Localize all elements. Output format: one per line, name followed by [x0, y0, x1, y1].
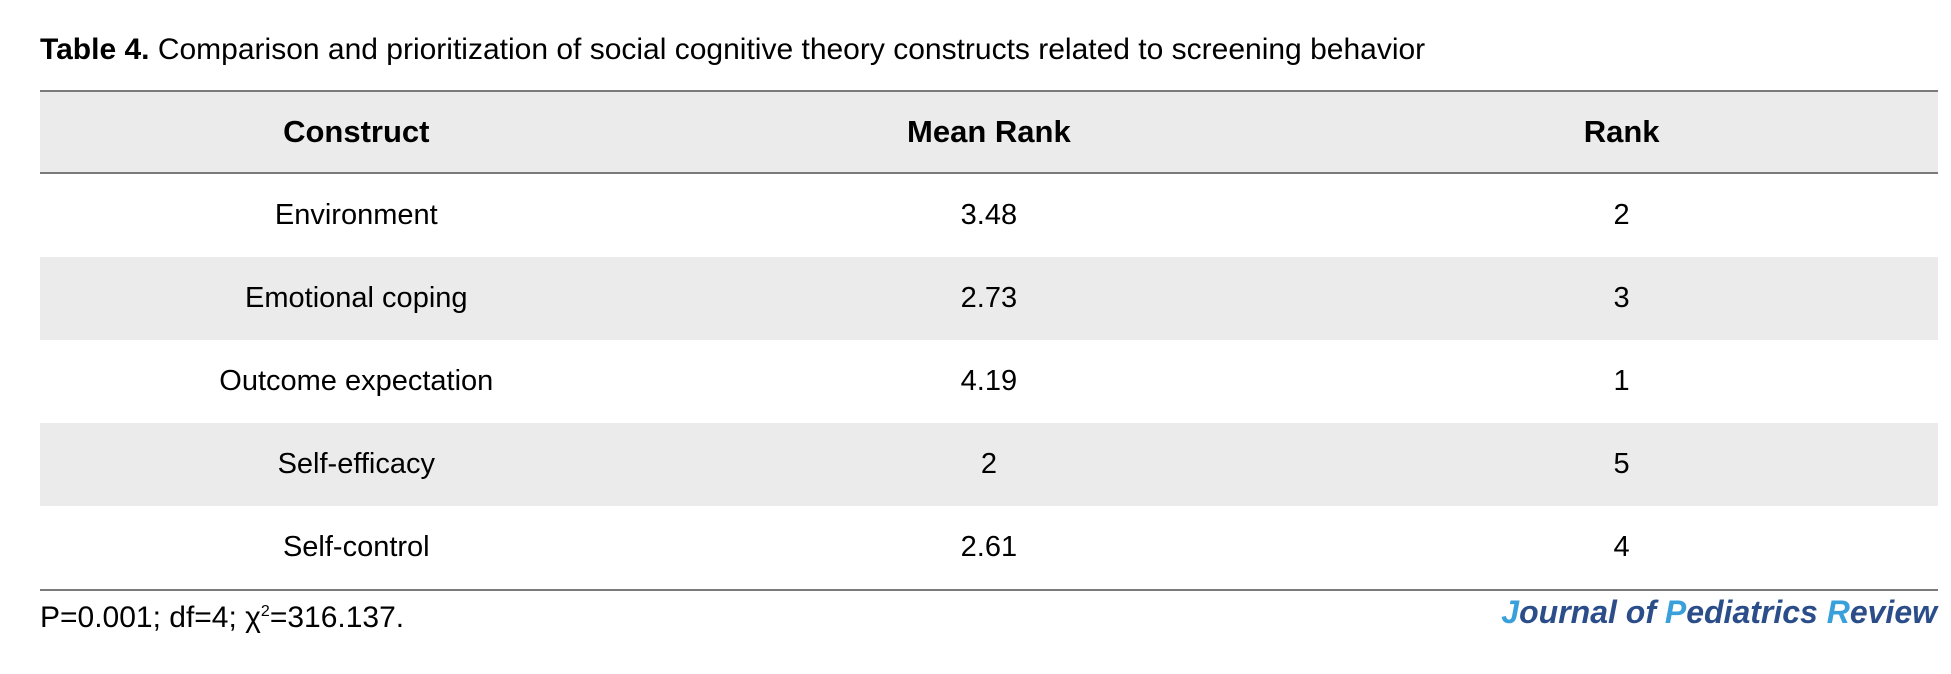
table-row: Self-efficacy 2 5: [40, 423, 1938, 506]
column-header-construct: Construct: [283, 114, 430, 149]
table-row: Emotional coping 2.73 3: [40, 257, 1938, 340]
cell-construct: Self-efficacy: [277, 448, 435, 480]
logo-text-eview: eview: [1849, 594, 1937, 630]
table-caption: Table 4. Comparison and prioritization o…: [40, 30, 1425, 70]
cell-mean-rank: 2: [980, 448, 997, 480]
footnote-stats-value: =316.137.: [269, 601, 405, 634]
cell-rank: 2: [1613, 199, 1630, 231]
column-header-mean-rank: Mean Rank: [907, 114, 1071, 149]
column-header-rank: Rank: [1583, 114, 1660, 149]
logo-letter-p: P: [1664, 594, 1687, 630]
table-row: Self-control 2.61 4: [40, 506, 1938, 590]
cell-rank: 3: [1613, 282, 1630, 314]
table-caption-text: Comparison and prioritization of social …: [157, 33, 1426, 66]
cell-construct: Environment: [274, 199, 438, 231]
table-row: Environment 3.48 2: [40, 173, 1938, 257]
logo-letter-r: R: [1826, 594, 1850, 630]
logo-text-ournal-of: ournal of: [1519, 594, 1665, 630]
footnote-stats-text: P=0.001; df=4; χ: [40, 601, 261, 634]
cell-construct: Outcome expectation: [219, 365, 494, 397]
cell-rank: 5: [1613, 448, 1630, 480]
journal-logo: Journal of Pediatrics Review: [1501, 592, 1937, 632]
cell-mean-rank: 4.19: [960, 365, 1018, 397]
logo-letter-j: J: [1501, 594, 1520, 630]
cell-construct: Self-control: [282, 531, 430, 563]
cell-rank: 4: [1613, 531, 1630, 563]
logo-text-ediatrics: ediatrics: [1686, 594, 1827, 630]
table-footnote: P=0.001; df=4; χ2=316.137.: [40, 598, 404, 638]
data-table-wrapper: Construct Mean Rank Rank Environment 3.4…: [40, 90, 1938, 591]
cell-mean-rank: 2.73: [960, 282, 1018, 314]
table-header-row: Construct Mean Rank Rank: [40, 91, 1938, 173]
cell-mean-rank: 3.48: [960, 199, 1018, 231]
table-caption-label: Table 4.: [40, 33, 150, 66]
cell-mean-rank: 2.61: [960, 531, 1018, 563]
cell-construct: Emotional coping: [245, 282, 468, 314]
table-row: Outcome expectation 4.19 1: [40, 340, 1938, 423]
cell-rank: 1: [1613, 365, 1630, 397]
footnote-superscript: 2: [260, 603, 270, 620]
data-table: Construct Mean Rank Rank Environment 3.4…: [40, 90, 1938, 591]
